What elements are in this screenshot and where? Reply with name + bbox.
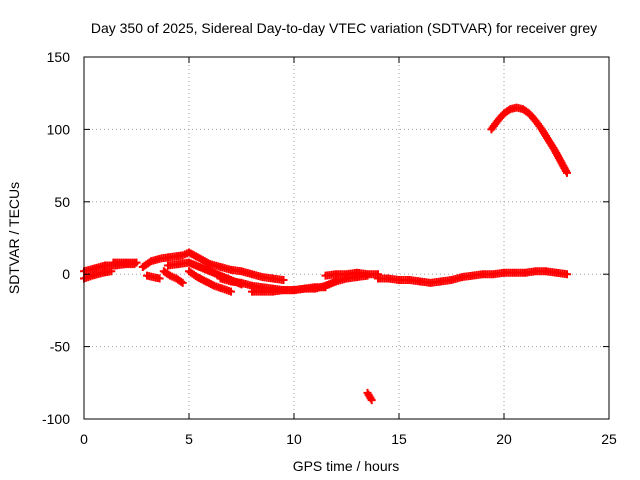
series-track-13 [374, 267, 571, 287]
y-tick-label: 0 [62, 266, 70, 282]
x-tick-label: 0 [80, 431, 88, 447]
y-tick-label: -50 [50, 339, 70, 355]
x-tick-label: 20 [496, 431, 512, 447]
data-point [321, 283, 330, 292]
x-axis-label: GPS time / hours [293, 458, 400, 474]
series-track-12 [363, 388, 376, 405]
data-point [155, 274, 164, 283]
series-track-11 [321, 268, 382, 280]
chart-title: Day 350 of 2025, Sidereal Day-to-day VTE… [91, 20, 597, 36]
series-track-8 [185, 267, 235, 296]
series-track-2 [80, 267, 116, 283]
y-tick-label: -100 [42, 411, 70, 427]
x-tick-label: 5 [185, 431, 193, 447]
x-tick-label: 15 [391, 431, 407, 447]
series-track-3 [109, 258, 141, 267]
plot-frame [83, 56, 610, 420]
series-track-14 [487, 103, 571, 177]
data-point [177, 277, 186, 286]
data-point [563, 270, 571, 279]
data-point [563, 168, 571, 177]
data-point [132, 258, 141, 267]
data-point [178, 278, 187, 287]
series-track-4 [138, 248, 288, 284]
data-point [367, 396, 376, 405]
ticks: 0 5 10 15 20 25 -100 -50 0 50 100 150 [42, 49, 617, 447]
data-point [504, 106, 513, 115]
series-track-6 [159, 267, 187, 287]
series-track-5 [143, 271, 164, 283]
data-marks [80, 103, 571, 405]
data-point [107, 267, 116, 276]
x-tick-label: 10 [286, 431, 302, 447]
series-track-10 [248, 283, 330, 296]
y-tick-label: 50 [54, 194, 70, 210]
x-tick-label: 25 [601, 431, 617, 447]
data-point [279, 275, 288, 284]
y-tick-label: 150 [47, 49, 71, 65]
data-point [227, 287, 235, 296]
y-axis-label: SDTVAR / TECUs [6, 182, 22, 294]
y-tick-label: 100 [47, 121, 71, 137]
